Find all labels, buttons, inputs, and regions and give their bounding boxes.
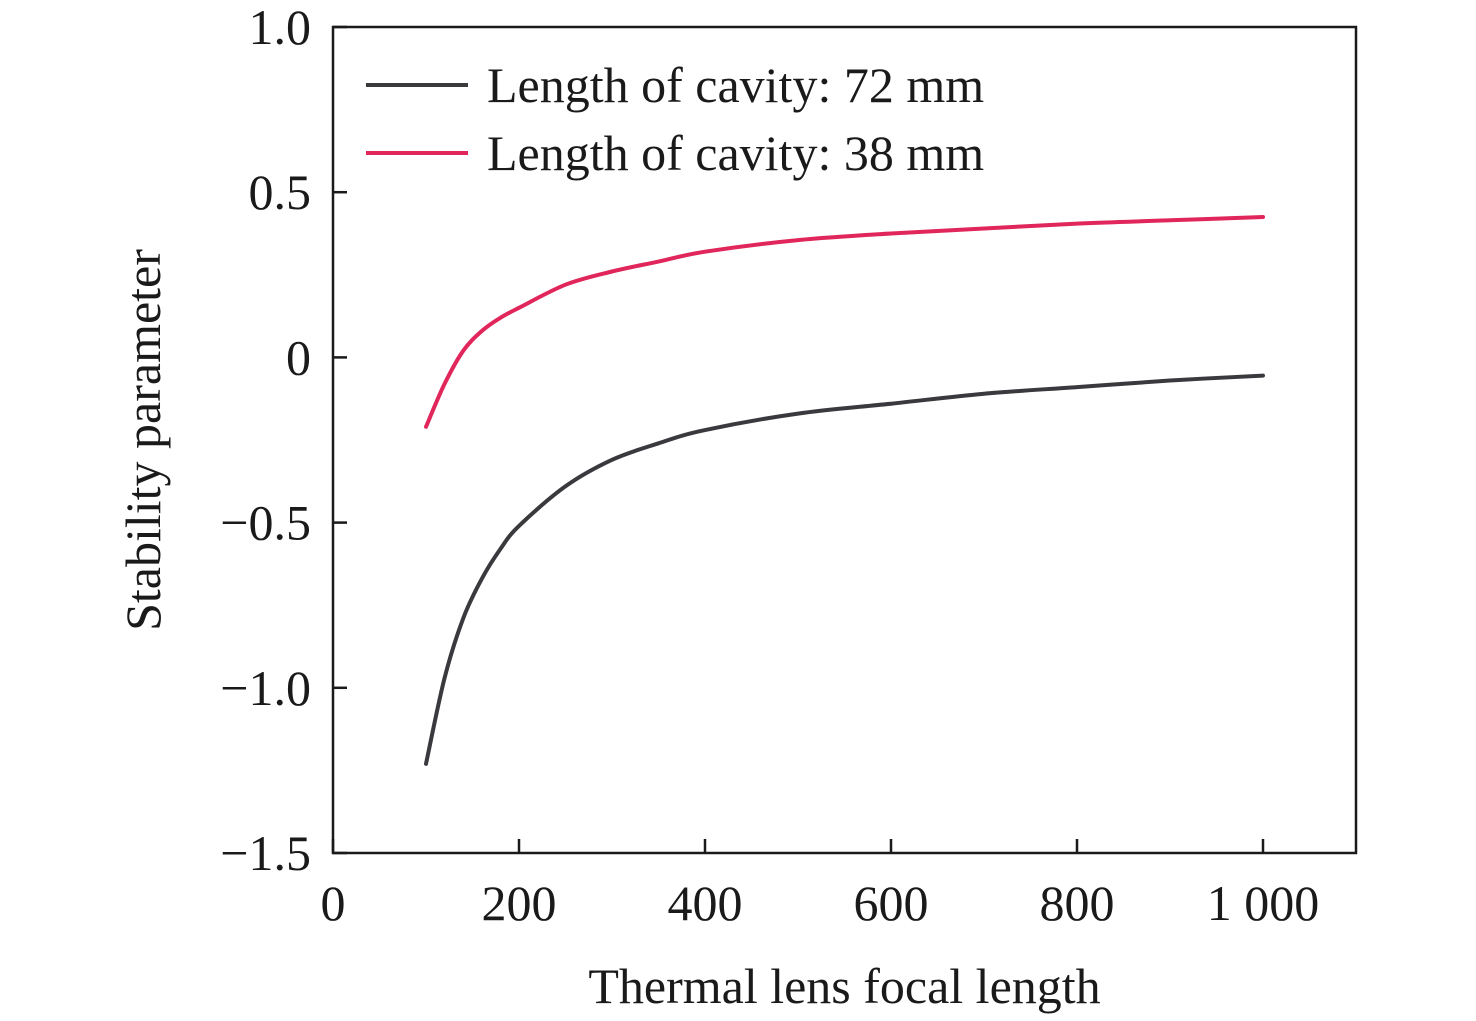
plot-frame [331, 25, 1358, 855]
x-axis-ticks: 0 200 400 600 800 1 000 [321, 839, 1320, 931]
y-tick-label: 1.0 [249, 0, 312, 55]
y-tick-label: −0.5 [220, 495, 311, 551]
y-axis-title: Stability parameter [115, 249, 171, 631]
y-tick-label: −1.5 [220, 825, 311, 881]
series-line-2 [424, 215, 1265, 429]
series-line-1 [424, 373, 1265, 766]
y-axis-ticks: 1.0 0.5 0 −0.5 −1.0 −1.5 [220, 0, 347, 881]
x-axis-title: Thermal lens focal length [588, 958, 1100, 1014]
legend-label-2: Length of cavity: 38 mm [487, 125, 984, 181]
y-tick-label: −1.0 [220, 660, 311, 716]
plot-area-border [331, 25, 1358, 855]
legend-label-1: Length of cavity: 72 mm [487, 57, 984, 113]
x-tick-label: 0 [321, 875, 346, 931]
x-tick-label: 400 [668, 875, 743, 931]
x-tick-label: 600 [854, 875, 929, 931]
y-tick-label: 0 [286, 329, 311, 385]
y-tick-label: 0.5 [249, 164, 312, 220]
x-tick-label: 800 [1040, 875, 1115, 931]
x-tick-label: 1 000 [1207, 875, 1320, 931]
series-lines [424, 215, 1265, 766]
legend: Length of cavity: 72 mm Length of cavity:… [366, 57, 984, 181]
x-tick-label: 200 [482, 875, 557, 931]
